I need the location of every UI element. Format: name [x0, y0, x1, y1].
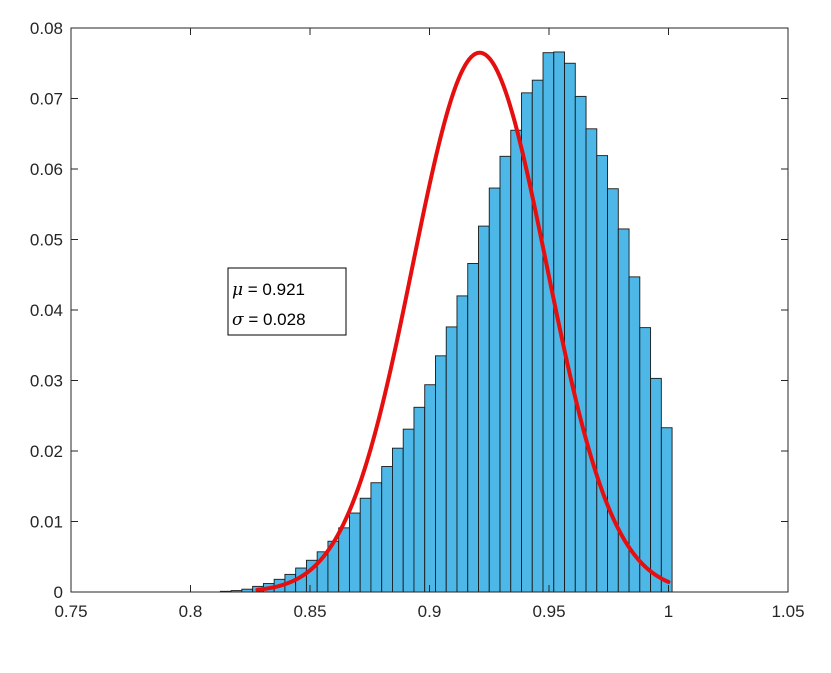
histogram-bar	[499, 155, 512, 593]
x-tick-label: 0.8	[179, 602, 203, 621]
histogram-bar	[585, 128, 598, 593]
sigma-value: = 0.028	[244, 310, 306, 329]
y-tick-label: 0.07	[30, 90, 63, 109]
histogram-bar	[424, 384, 436, 593]
x-tick-label: 1.05	[771, 602, 804, 621]
stats-annotation: μ = 0.921 σ = 0.028	[227, 267, 347, 336]
histogram-bar	[574, 95, 587, 593]
histogram-bar	[596, 155, 609, 593]
histogram-bar	[660, 427, 673, 593]
ticks-layer: 0.75 0.8 0.85 0.9 0.95 1 1.05 0 0.01 0.02 0.03 0.04…	[30, 19, 805, 621]
histogram-bar	[488, 187, 501, 593]
y-tick-label: 0	[54, 583, 63, 602]
bars-layer	[219, 51, 673, 593]
y-tick-label: 0.04	[30, 301, 63, 320]
sigma-annotation: σ = 0.028	[232, 310, 306, 330]
mu-value: = 0.921	[243, 280, 305, 299]
x-tick-label: 0.75	[54, 602, 87, 621]
y-tick-label: 0.08	[30, 19, 63, 38]
histogram-bar	[531, 79, 544, 593]
x-tick-label: 1	[664, 602, 673, 621]
histogram-bar	[381, 466, 393, 593]
y-tick-label: 0.06	[30, 160, 63, 179]
sigma-symbol: σ	[232, 310, 244, 330]
y-tick-label: 0.03	[30, 372, 63, 391]
histogram-bar	[445, 326, 458, 593]
histogram-bar	[564, 62, 576, 593]
histogram-bar	[607, 188, 619, 593]
mu-symbol: μ	[232, 280, 243, 300]
histogram-bar	[650, 377, 662, 593]
histogram-bar	[359, 497, 372, 593]
histogram-bar	[456, 295, 469, 593]
histogram-bar	[413, 406, 426, 593]
stats-annotation-box	[227, 267, 347, 336]
histogram-bar	[435, 355, 447, 593]
histogram-bar	[510, 129, 522, 593]
histogram-bar	[628, 276, 641, 593]
histogram-bar	[402, 428, 415, 593]
histogram-bar	[348, 512, 361, 593]
y-tick-label: 0.05	[30, 231, 63, 250]
histogram-bar	[370, 482, 383, 593]
histogram-bar	[478, 225, 490, 593]
x-tick-label: 0.85	[293, 602, 326, 621]
histogram-bar	[639, 327, 652, 593]
x-tick-label: 0.95	[532, 602, 565, 621]
y-tick-label: 0.01	[30, 513, 63, 532]
mu-annotation: μ = 0.921	[232, 280, 305, 300]
histogram-bar	[338, 527, 350, 593]
histogram-bar	[467, 263, 479, 593]
normal-fit-curve	[255, 50, 671, 592]
histogram-bar	[542, 52, 555, 593]
histogram-bar	[392, 447, 404, 593]
x-tick-label: 0.9	[418, 602, 442, 621]
y-tick-label: 0.02	[30, 442, 63, 461]
